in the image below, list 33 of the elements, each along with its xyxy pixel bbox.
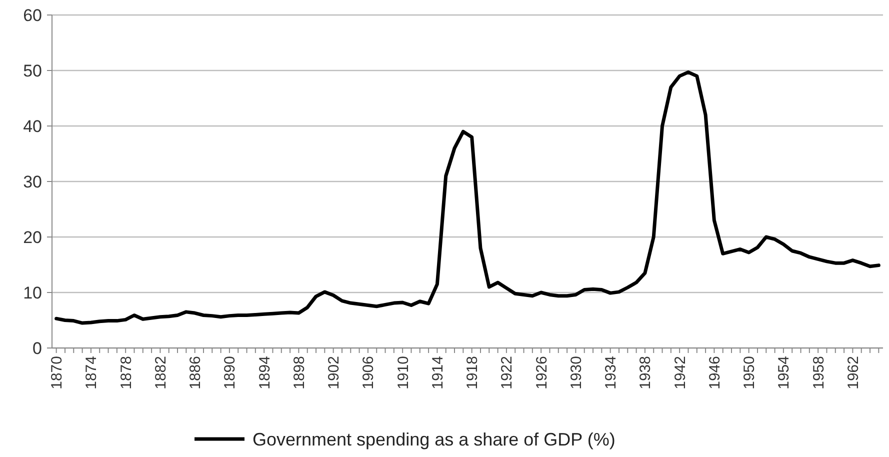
x-tick-label: 1890 xyxy=(222,356,239,390)
x-tick-label: 1938 xyxy=(637,356,654,390)
line-series xyxy=(54,70,880,325)
x-tick-label: 1962 xyxy=(844,356,862,390)
x-tick-label: 1950 xyxy=(741,356,758,390)
legend-label: Government spending as a share of GDP (%) xyxy=(252,429,616,450)
x-tick-label: 1906 xyxy=(360,356,378,390)
y-tick-label: 40 xyxy=(23,116,42,136)
x-tick-label: 1946 xyxy=(706,356,724,390)
x-tick-label: 1954 xyxy=(776,356,793,390)
x-tick-label: 1922 xyxy=(498,356,516,390)
x-tick-label: 1902 xyxy=(326,356,343,390)
x-tick-label: 1958 xyxy=(810,356,828,390)
x-tick-label: 1874 xyxy=(83,356,100,390)
x-tick-label: 1878 xyxy=(118,356,135,390)
x-tick-label: 1930 xyxy=(568,356,585,390)
x-tick-label: 1894 xyxy=(256,356,274,390)
x-tick-label: 1942 xyxy=(672,356,689,390)
x-tick-label: 1882 xyxy=(152,356,170,390)
x-tick-label: 1926 xyxy=(533,356,550,390)
x-tick-label: 1910 xyxy=(394,356,412,390)
y-tick-label: 50 xyxy=(23,61,42,80)
x-tick-label: 1886 xyxy=(187,356,204,390)
x-tick-label: 1918 xyxy=(464,356,482,390)
y-tick-label: 10 xyxy=(23,283,42,302)
y-tick-label: 0 xyxy=(32,338,42,358)
x-tick-label: 1898 xyxy=(290,356,308,390)
x-tick-label: 1870 xyxy=(48,356,66,390)
y-tick-label: 60 xyxy=(23,6,42,25)
y-tick-label: 20 xyxy=(23,228,42,247)
x-tick-label: 1934 xyxy=(602,356,620,390)
y-tick-label: 30 xyxy=(23,172,42,192)
x-tick-label: 1914 xyxy=(429,356,446,390)
